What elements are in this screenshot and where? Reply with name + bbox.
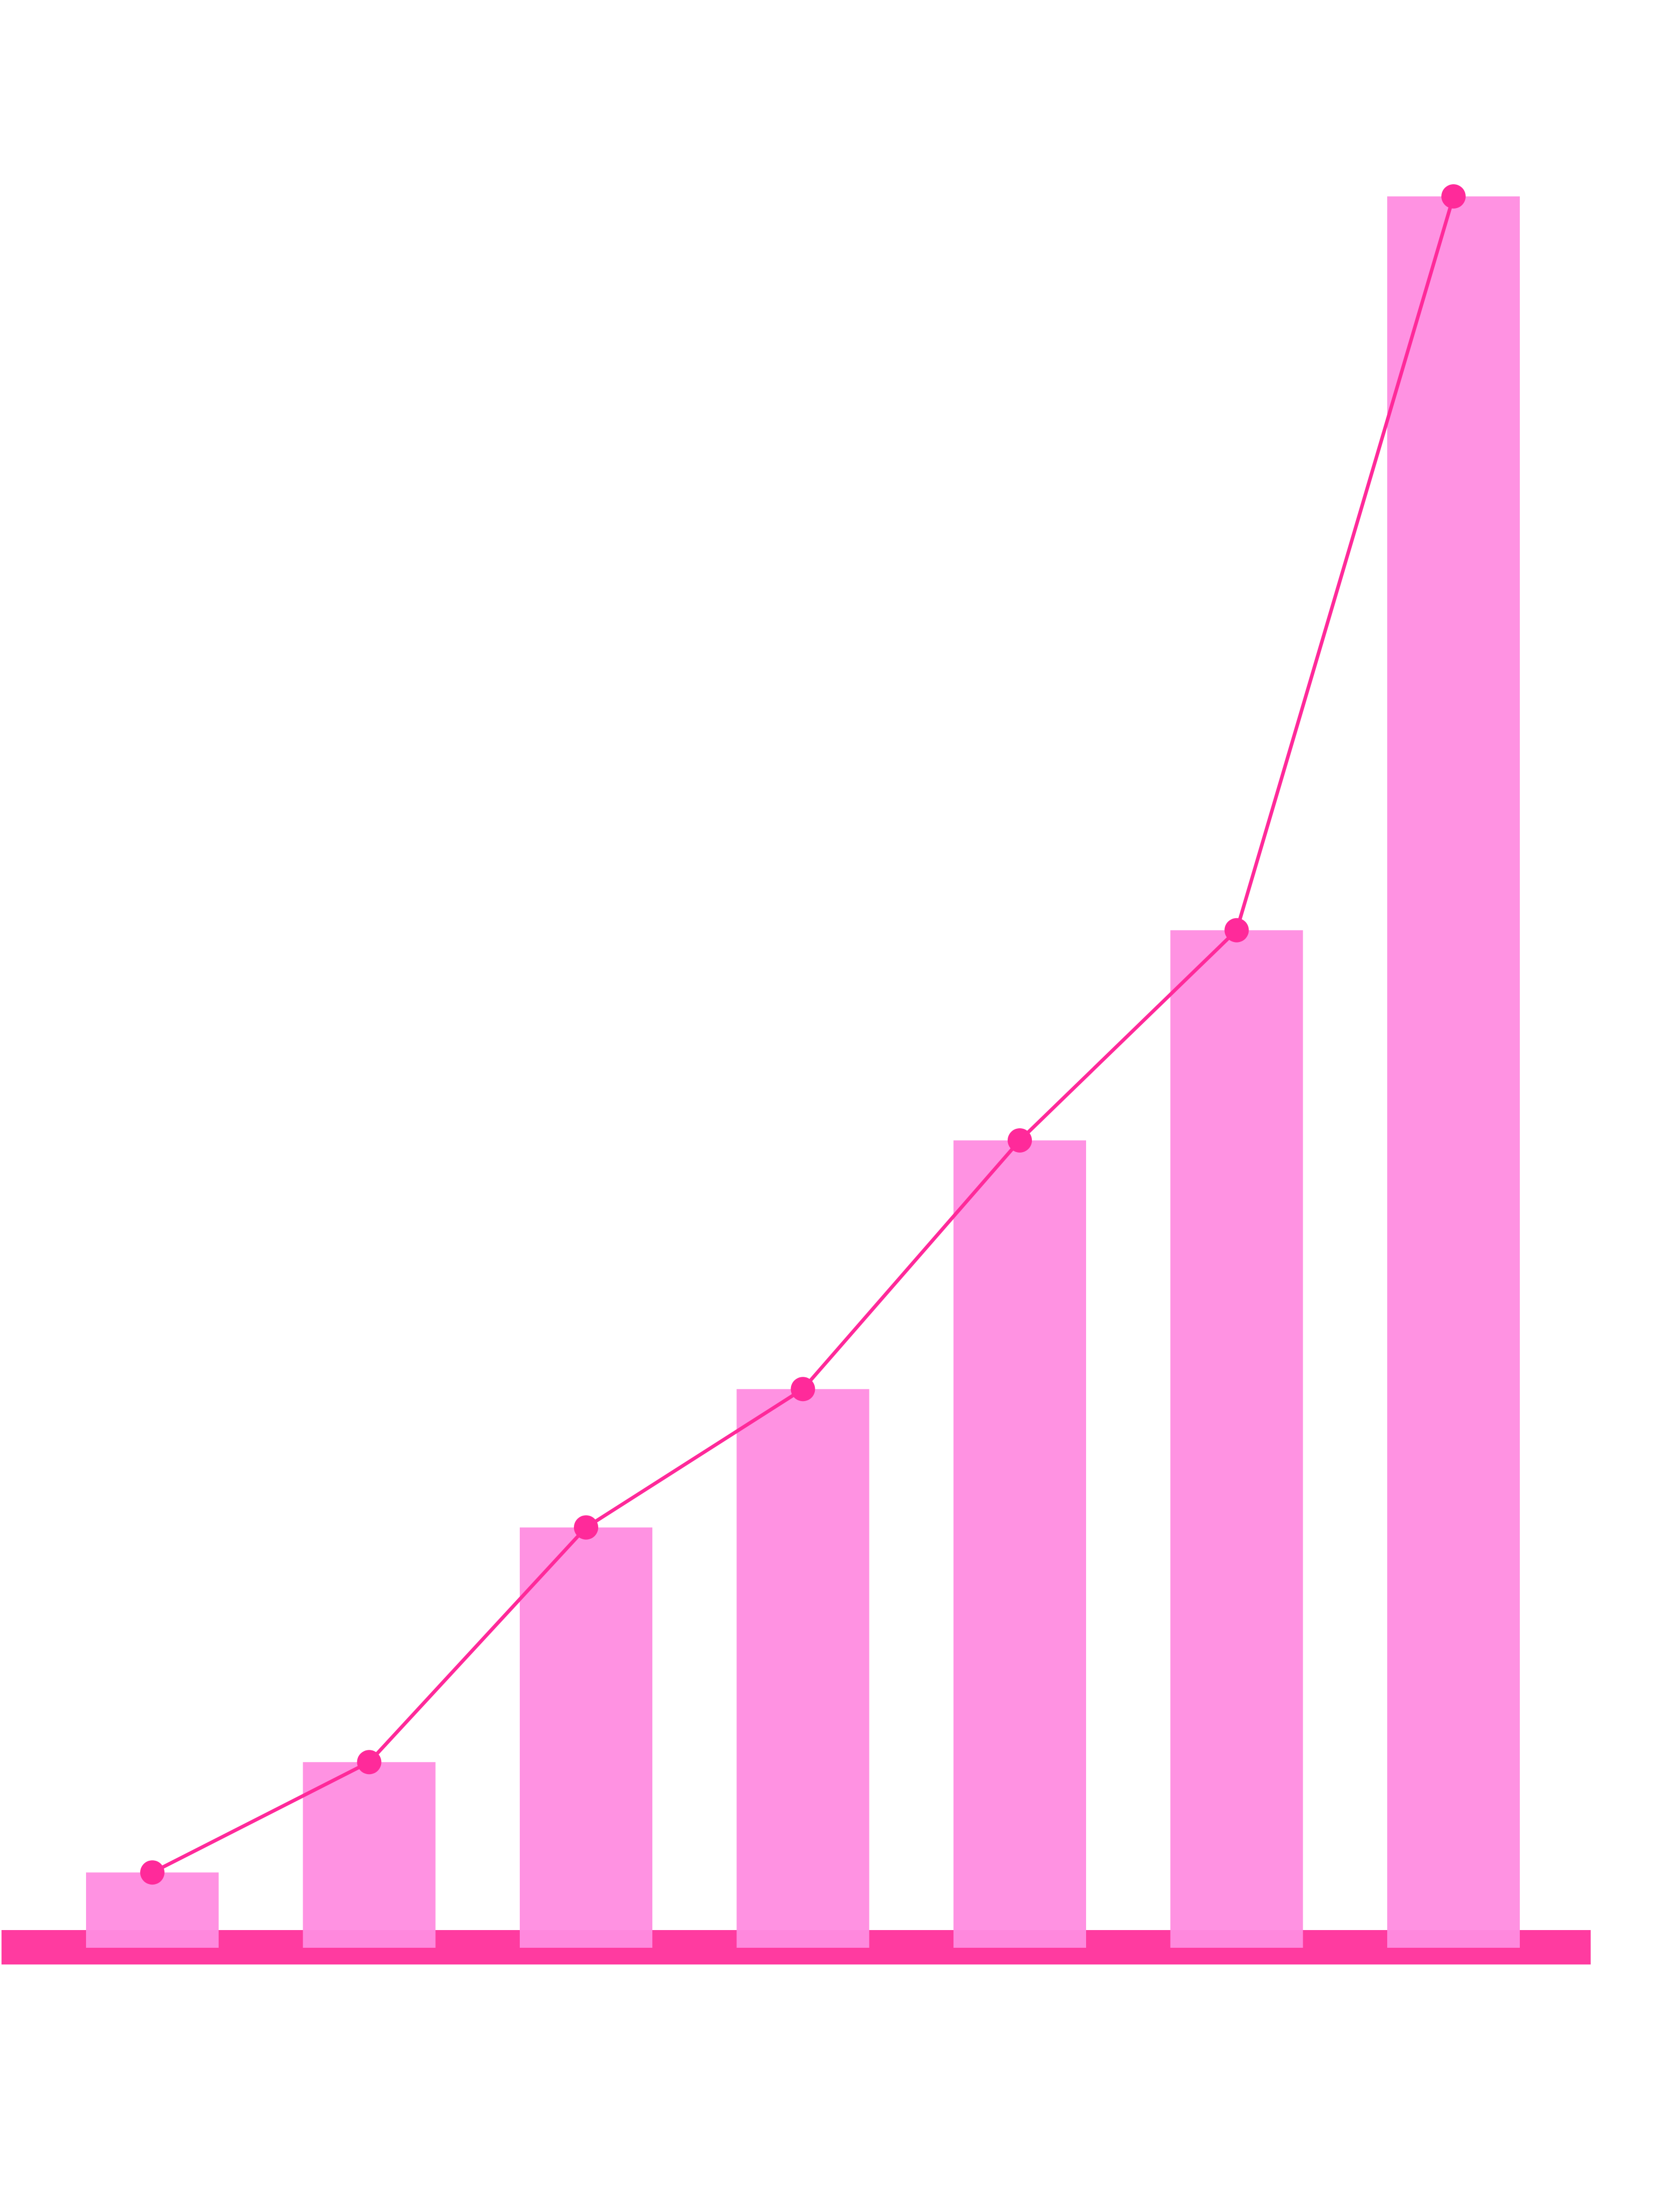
point <box>140 1860 164 1885</box>
bar <box>736 1389 869 1948</box>
point <box>791 1377 815 1402</box>
bar <box>953 1140 1086 1948</box>
point <box>1441 184 1466 209</box>
bar <box>86 1872 219 1948</box>
bar <box>1387 196 1520 1948</box>
bar <box>520 1527 652 1948</box>
bar <box>303 1762 436 1948</box>
point <box>574 1515 598 1540</box>
bar <box>1170 930 1303 1948</box>
point <box>1008 1128 1032 1153</box>
point <box>357 1750 382 1775</box>
point <box>1224 918 1249 943</box>
